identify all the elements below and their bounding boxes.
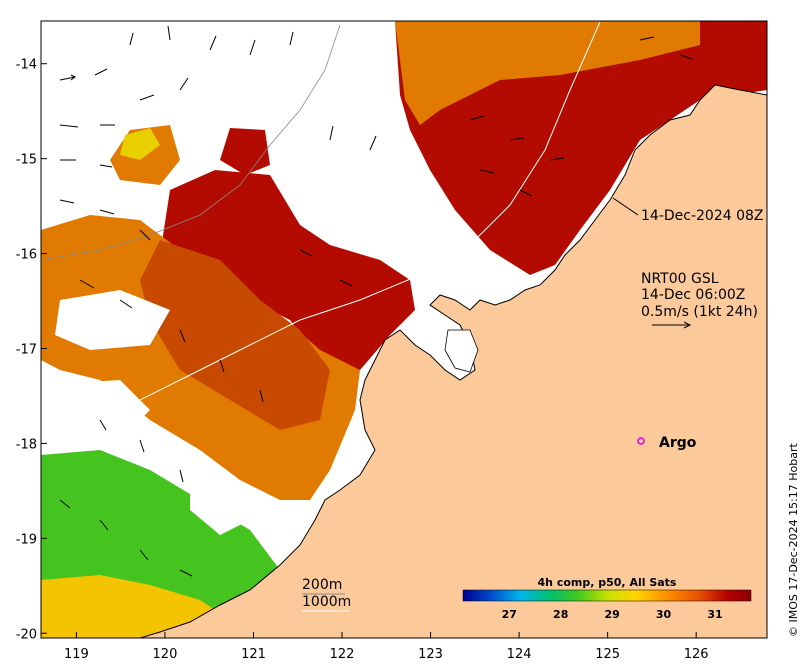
colorbar-tick-label: 30 [656,608,672,621]
lon-tick-label: 125 [595,647,620,662]
lon-axis: 119 120 121 122 123 124 125 126 [64,632,709,662]
credit-text: © IMOS 17-Dec-2024 15:17 Hobart [787,442,800,637]
lat-tick-label: -20 [16,627,37,642]
colorbar-tick-label: 31 [707,608,722,621]
sst-yellow-north [120,128,160,160]
plot-frame [40,20,768,639]
colorbar-tick-label: 29 [604,608,619,621]
sst-mid-west [140,240,330,430]
isobath-1000-label: 1000m [302,594,351,610]
lat-tick-label: -14 [16,58,37,73]
lon-tick-label: 120 [153,647,178,662]
lon-tick-label: 126 [684,647,709,662]
sst-warm-southwest [41,575,230,638]
pass-time-label: 14-Dec-2024 08Z [641,208,764,224]
lon-tick-label: 122 [330,647,355,662]
sst-patch-north2 [220,128,270,175]
nodata-gap-3 [190,470,250,535]
current-source-label: NRT00 GSL [641,271,719,287]
lat-tick-label: -17 [16,342,37,357]
colorbar-tick-label: 28 [553,608,568,621]
argo-float-marker [637,437,645,445]
island-1 [444,329,479,373]
nodata-gap-2 [41,380,150,445]
sst-warm-northeast-fringe [395,21,700,125]
argo-label: Argo [659,435,697,451]
nodata-gap-1 [55,290,170,350]
lat-tick-label: -19 [16,532,37,547]
lon-tick-label: 123 [418,647,443,662]
sst-hot-central [160,170,415,370]
colorbar-title: 4h comp, p50, All Sats [538,576,677,589]
current-scale-label: 0.5m/s (1kt 24h) [641,304,758,320]
lat-tick-label: -16 [16,248,37,263]
lon-tick-label: 124 [507,647,532,662]
isobath-200-label: 200m [302,577,342,593]
lat-tick-label: -18 [16,437,37,452]
current-vectors [59,25,693,577]
lon-tick-label: 121 [241,647,266,662]
current-scale-arrow [652,321,692,329]
isobath-200m [41,24,341,261]
current-time-label: 14-Dec 06:00Z [641,287,745,303]
colorbar-ticks: 27 28 29 30 31 [502,608,723,621]
lon-tick-label: 119 [64,647,89,662]
lat-tick-label: -15 [16,153,37,168]
isobath-1000m [41,21,601,441]
colorbar-tick-label: 27 [502,608,517,621]
lat-axis: -14 -15 -16 -17 -18 -19 -20 [16,58,47,642]
pass-time-leader [612,197,639,216]
colorbar-ramp [462,589,752,602]
